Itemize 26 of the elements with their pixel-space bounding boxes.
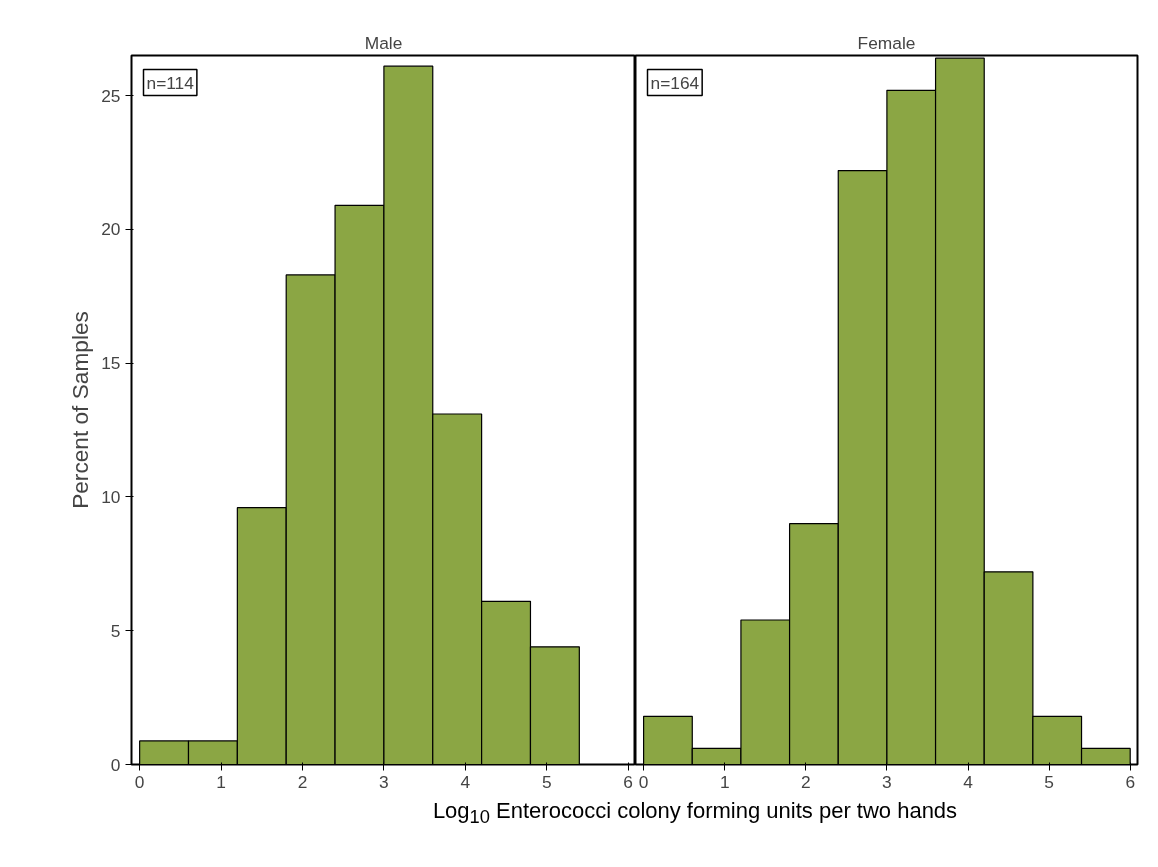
x-tick-label: 2: [800, 771, 811, 792]
x-tick-label: 2: [297, 771, 308, 792]
x-tick-label: 1: [719, 771, 730, 792]
y-tick-label: 10: [101, 486, 121, 507]
annotation: n=164: [650, 72, 700, 93]
y-tick-label: 0: [110, 754, 121, 775]
x-tick-label: 6: [1125, 771, 1136, 792]
x-tick-label: 3: [882, 771, 892, 792]
y-tick-label: 20: [101, 219, 121, 240]
annotation: n=114: [146, 72, 195, 93]
x-tick-label: 4: [460, 771, 471, 792]
y-tick-label: 5: [110, 620, 121, 641]
chart-title: Male: [364, 32, 403, 53]
x-tick-label: 6: [623, 771, 633, 792]
x-tick-label: 5: [541, 771, 552, 792]
x-tick-label: 5: [1044, 771, 1054, 792]
x-tick-label: 0: [134, 771, 145, 792]
x-axis-title: Log$_{10}$ Enterococci colony forming units per two hands: [432, 797, 958, 830]
y-axis-title: Percent of Samples: [67, 311, 94, 509]
x-tick-label: 4: [963, 771, 974, 792]
x-tick-label: 1: [216, 771, 226, 792]
chart-title: Female: [857, 32, 916, 53]
x-tick-label: 0: [638, 771, 649, 792]
x-tick-label: 3: [379, 771, 389, 792]
y-tick-label: 15: [101, 353, 121, 374]
y-tick-label: 25: [101, 85, 121, 106]
